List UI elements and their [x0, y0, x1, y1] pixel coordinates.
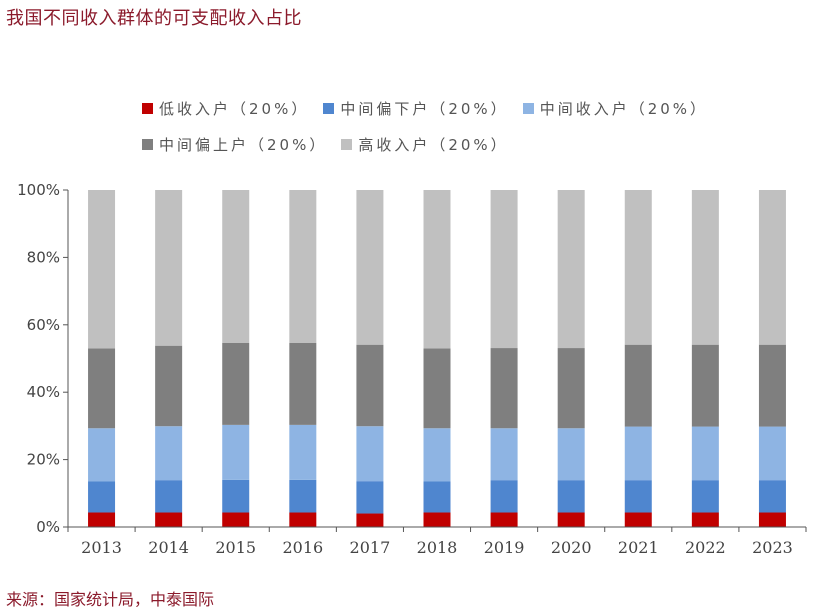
x-tick-label-2016: 2016 — [282, 538, 323, 557]
bar-segment-2021-s0 — [624, 512, 652, 527]
legend-label-upper-middle-income: 中间偏上户（20%） — [159, 135, 328, 154]
bar-segment-2018-s2 — [423, 428, 451, 482]
bar-segment-2013-s3 — [88, 348, 116, 429]
legend-item-middle-income: 中间收入户（20%） — [522, 98, 709, 119]
x-tick-label-2021: 2021 — [618, 538, 659, 557]
page-title: 我国不同收入群体的可支配收入占比 — [6, 8, 302, 29]
bar-segment-2021-s1 — [624, 480, 652, 513]
bar-segment-2015-s0 — [222, 512, 250, 527]
bar-segment-2019-s3 — [490, 348, 518, 429]
legend-label-high-income: 高收入户（20%） — [358, 135, 509, 154]
bar-segment-2023-s4 — [758, 190, 786, 345]
bar-segment-2016-s4 — [289, 190, 317, 343]
bar-segment-2020-s2 — [557, 428, 585, 481]
bar-segment-2022-s0 — [691, 512, 719, 527]
bar-segment-2015-s1 — [222, 479, 250, 513]
bar-segment-2015-s2 — [222, 424, 250, 480]
legend-item-low-income: 低收入户（20%） — [142, 98, 309, 119]
bar-segment-2022-s1 — [691, 480, 719, 513]
stacked-bar-chart: 0% 20% 40% 60% 80% 100% 2013 2014 2015 2016 2017 20… — [17, 181, 807, 557]
x-tick-label-2020: 2020 — [551, 538, 592, 557]
bar-segment-2021-s4 — [624, 190, 652, 345]
bar-segment-2021-s3 — [624, 344, 652, 427]
x-tick-label-2018: 2018 — [417, 538, 458, 557]
bar-segment-2023-s0 — [758, 512, 786, 527]
bar-segment-2022-s2 — [691, 426, 719, 481]
bar-segment-2015-s3 — [222, 343, 250, 425]
bar-segment-2023-s1 — [758, 480, 786, 513]
y-tick-label-5: 100% — [17, 181, 60, 199]
legend-swatch-middle-income — [522, 102, 534, 114]
bar-segment-2013-s0 — [88, 512, 116, 527]
chart-legend: 低收入户（20%） 中间偏下户（20%） 中间收入户（20%） 中间偏上户（20… — [142, 96, 742, 168]
bar-segment-2013-s1 — [88, 481, 116, 513]
x-tick-label-2017: 2017 — [350, 538, 391, 557]
bar-segment-2020-s1 — [557, 480, 585, 513]
y-tick-label-0: 0% — [36, 518, 60, 536]
bar-segment-2017-s4 — [356, 190, 384, 345]
legend-swatch-upper-middle-income — [142, 138, 153, 150]
bar-segment-2016-s1 — [289, 479, 317, 513]
bar-segment-2018-s3 — [423, 348, 451, 429]
source-note: 来源：国家统计局，中泰国际 — [6, 590, 215, 609]
legend-label-middle-income: 中间收入户（20%） — [539, 99, 709, 118]
bar-segment-2017-s2 — [356, 426, 384, 482]
bar-segment-2022-s4 — [691, 190, 719, 345]
legend-swatch-high-income — [341, 138, 353, 150]
legend-label-lower-middle-income: 中间偏下户（20%） — [340, 99, 509, 118]
legend-item-upper-middle-income: 中间偏上户（20%） — [142, 134, 327, 155]
x-tick-label-2023: 2023 — [752, 538, 793, 557]
bar-segment-2019-s0 — [490, 512, 518, 527]
bar-segment-2014-s3 — [155, 345, 183, 427]
x-tick-label-2015: 2015 — [215, 538, 256, 557]
bar-segment-2013-s4 — [88, 190, 116, 349]
legend-row-2: 中间偏上户（20%） 高收入户（20%） — [142, 132, 742, 156]
bar-segment-2020-s4 — [557, 190, 585, 349]
bar-segment-2023-s3 — [758, 344, 786, 427]
y-tick-label-4: 80% — [27, 248, 60, 266]
y-tick-label-3: 60% — [27, 316, 60, 334]
y-tick-label-2: 40% — [27, 383, 60, 401]
legend-item-lower-middle-income: 中间偏下户（20%） — [323, 98, 508, 119]
bar-segment-2018-s0 — [423, 512, 451, 527]
bar-segment-2017-s0 — [356, 513, 384, 527]
bar-segment-2019-s1 — [490, 480, 518, 513]
y-tick-label-1: 20% — [27, 451, 60, 469]
bar-segment-2016-s0 — [289, 512, 317, 527]
bar-segment-2019-s4 — [490, 190, 518, 349]
legend-swatch-lower-middle-income — [323, 102, 335, 114]
bar-segment-2014-s1 — [155, 480, 183, 513]
x-tick-label-2014: 2014 — [148, 538, 189, 557]
bar-segment-2014-s4 — [155, 190, 183, 346]
x-tick-label-2019: 2019 — [484, 538, 525, 557]
bar-segment-2018-s1 — [423, 481, 451, 513]
bar-segment-2014-s0 — [155, 512, 183, 527]
x-tick-label-2013: 2013 — [81, 538, 122, 557]
bar-segment-2022-s3 — [691, 344, 719, 427]
bar-segment-2020-s0 — [557, 512, 585, 527]
bar-segment-2016-s3 — [289, 343, 317, 425]
bar-segment-2018-s4 — [423, 190, 451, 349]
legend-label-low-income: 低收入户（20%） — [159, 99, 310, 118]
bar-segment-2015-s4 — [222, 190, 250, 343]
bar-segment-2019-s2 — [490, 428, 518, 481]
bar-segment-2021-s2 — [624, 426, 652, 481]
legend-row-1: 低收入户（20%） 中间偏下户（20%） 中间收入户（20%） — [142, 96, 742, 120]
x-tick-label-2022: 2022 — [685, 538, 726, 557]
legend-swatch-low-income — [142, 102, 153, 114]
bar-segment-2017-s1 — [356, 481, 384, 514]
bar-segment-2023-s2 — [758, 426, 786, 481]
bar-segment-2014-s2 — [155, 426, 183, 481]
bar-segment-2016-s2 — [289, 424, 317, 480]
legend-item-high-income: 高收入户（20%） — [341, 134, 508, 155]
bar-segment-2013-s2 — [88, 428, 116, 482]
bar-segment-2020-s3 — [557, 348, 585, 429]
bar-segment-2017-s3 — [356, 344, 384, 427]
